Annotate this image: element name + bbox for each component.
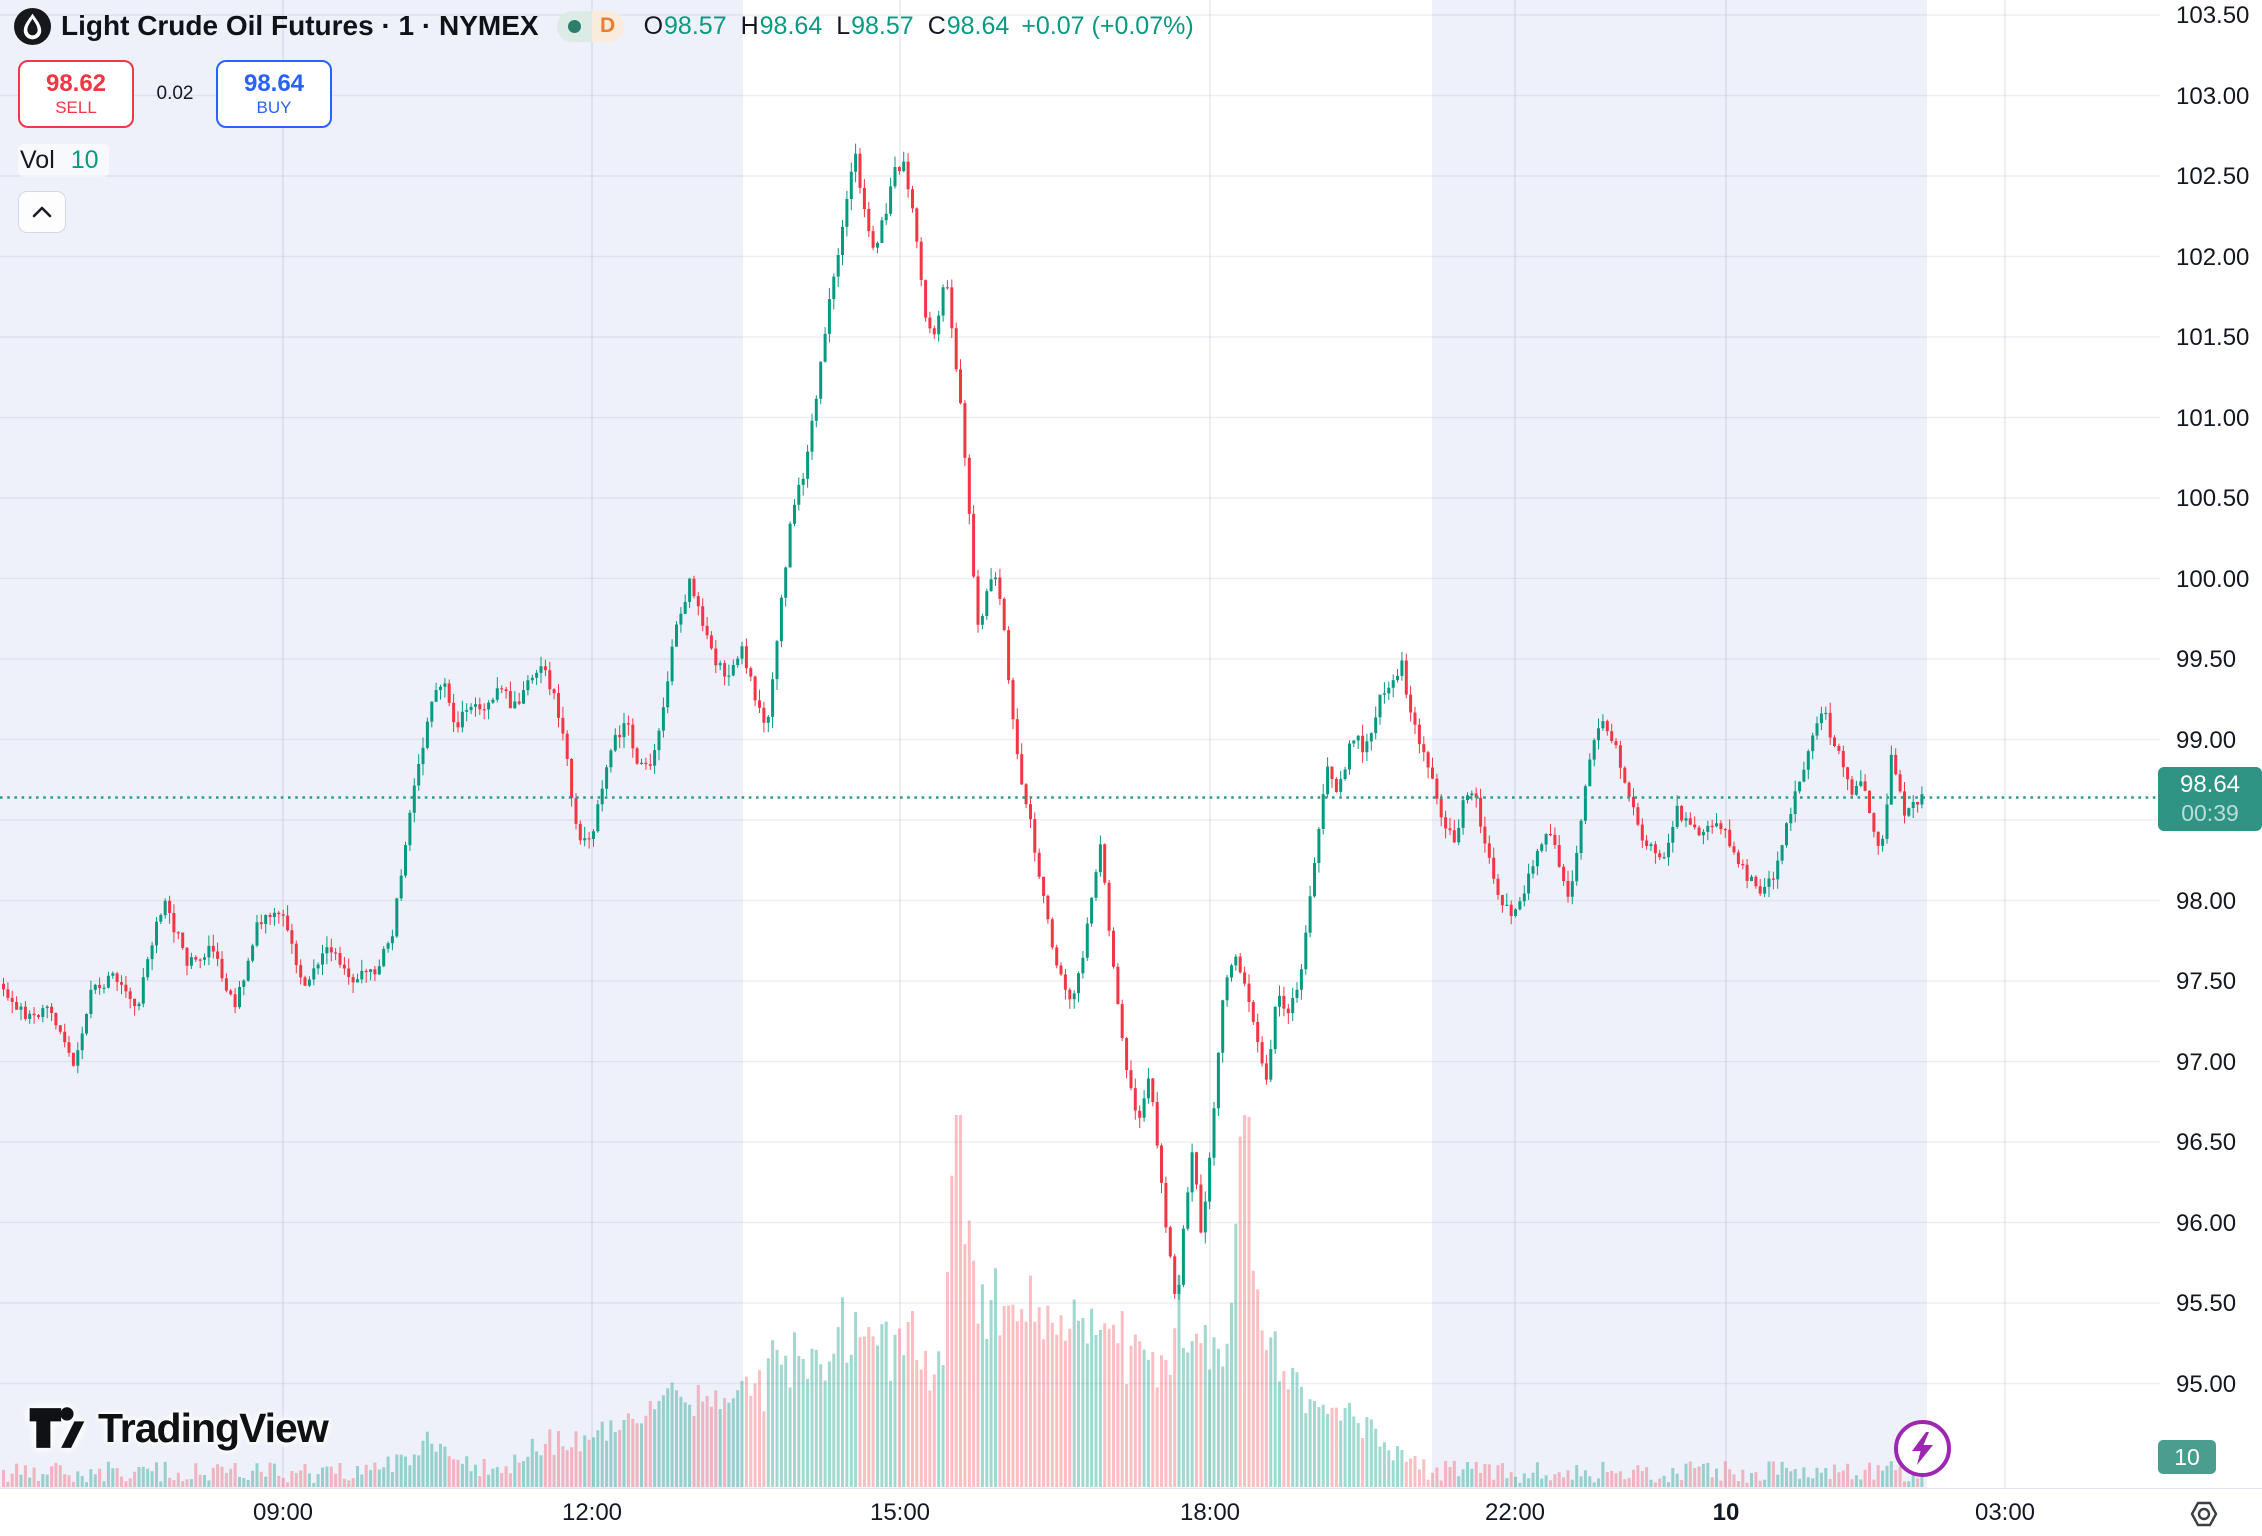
time-tick-label: 10	[1712, 1499, 1740, 1526]
low-value: 98.57	[851, 11, 914, 40]
price-tick-label: 102.00	[2176, 243, 2250, 271]
price-tick-label: 97.00	[2176, 1048, 2237, 1076]
instant-order-flash-icon[interactable]	[1893, 1419, 1952, 1478]
close-label: C	[927, 11, 946, 40]
last-price-value: 98.64	[2179, 771, 2241, 799]
volume-legend-label: Vol	[20, 146, 55, 174]
high-value: 98.64	[759, 11, 823, 40]
chevron-up-icon	[32, 206, 52, 218]
time-axis[interactable]: 09:00 12:00 15:00 18:00 22:00 10 03:00	[0, 1488, 2262, 1536]
buy-label: BUY	[256, 98, 292, 118]
price-tick-label: 99.50	[2176, 646, 2237, 673]
market-status-dot-icon	[567, 19, 581, 33]
volume-legend-value: 10	[70, 146, 99, 174]
delayed-data-indicator: D	[591, 10, 624, 42]
chart-canvas[interactable]	[0, 0, 2160, 1488]
price-axis[interactable]: 103.50 103.00 102.50 102.00 101.50 101.00 100.…	[2160, 0, 2262, 1488]
time-axis-settings-gear-icon[interactable]	[2188, 1498, 2220, 1530]
sell-label: SELL	[55, 98, 97, 118]
price-tick-label: 96.50	[2176, 1129, 2237, 1156]
sell-button[interactable]: 98.62 SELL	[18, 60, 134, 128]
tradingview-logo-icon	[29, 1407, 85, 1448]
tradingview-logo-text: TradingView	[98, 1404, 329, 1451]
open-label: O	[643, 11, 664, 40]
time-tick-label: 09:00	[252, 1499, 314, 1526]
price-tick-label: 101.00	[2176, 404, 2250, 432]
close-value: 98.64	[946, 11, 1010, 40]
price-tick-label: 100.50	[2176, 485, 2250, 512]
open-value: 98.57	[664, 11, 727, 40]
buy-button[interactable]: 98.64 BUY	[216, 60, 332, 128]
time-tick-label: 18:00	[1179, 1499, 1241, 1526]
buy-price: 98.64	[243, 70, 305, 98]
bar-countdown: 00:39	[2181, 800, 2239, 827]
volume-legend[interactable]: Vol 10	[18, 144, 109, 177]
time-tick-label: 15:00	[869, 1499, 931, 1526]
chart-header: Light Crude Oil Futures · 1 · NYMEX D O …	[14, 6, 1194, 233]
price-tick-label: 101.50	[2176, 324, 2250, 351]
symbol-title[interactable]: Light Crude Oil Futures · 1 · NYMEX	[61, 10, 539, 41]
time-tick-label: 12:00	[561, 1499, 623, 1526]
price-tick-label: 96.00	[2176, 1209, 2237, 1237]
change-value: +0.07 (+0.07%)	[1021, 11, 1194, 40]
price-tick-label: 102.50	[2176, 163, 2250, 190]
time-tick-label: 22:00	[1484, 1499, 1546, 1526]
sell-price: 98.62	[45, 70, 107, 98]
price-tick-label: 97.50	[2176, 968, 2237, 995]
price-tick-label: 95.50	[2176, 1290, 2237, 1317]
volume-axis-badge: 10	[2158, 1440, 2216, 1474]
price-tick-label: 95.00	[2176, 1370, 2237, 1398]
collapse-panel-button[interactable]	[18, 191, 66, 233]
market-status-pill[interactable]: D	[556, 10, 624, 42]
spread-value: 0.02	[156, 83, 194, 104]
high-label: H	[740, 11, 759, 40]
low-label: L	[836, 11, 851, 40]
tradingview-logo[interactable]: TradingView	[28, 1404, 329, 1452]
price-tick-label: 98.00	[2176, 887, 2237, 915]
price-tick-label: 103.00	[2176, 82, 2250, 110]
time-tick-label: 03:00	[1974, 1499, 2036, 1526]
last-price-badge: 98.64 00:39	[2158, 767, 2262, 832]
price-tick-label: 103.50	[2176, 2, 2250, 29]
price-tick-label: 100.00	[2176, 565, 2250, 593]
ohlc-values: O 98.57 H 98.64 L 98.57 C 98.64 +0.07 (+…	[644, 12, 1194, 41]
symbol-logo-oil-icon	[14, 7, 51, 45]
price-tick-label: 99.00	[2176, 726, 2237, 754]
